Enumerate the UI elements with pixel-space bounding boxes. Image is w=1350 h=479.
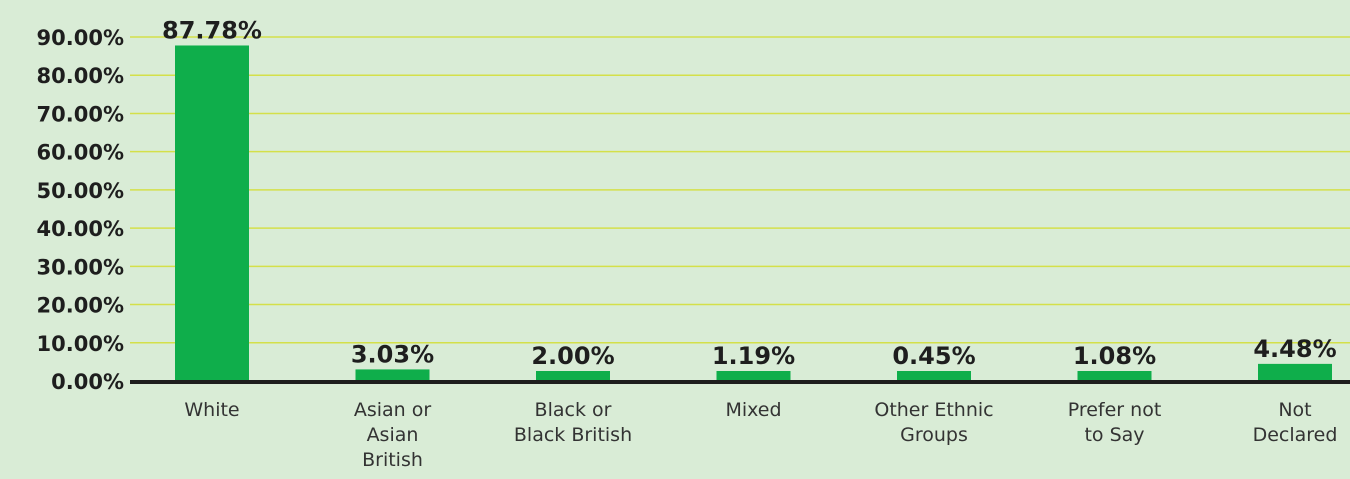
x-tick-label-line: Asian	[367, 424, 419, 446]
data-label: 4.48%	[1253, 335, 1336, 363]
x-tick-label-line: Mixed	[725, 399, 781, 421]
bar-prefer-not-to-say	[1077, 371, 1152, 381]
data-label: 87.78%	[162, 16, 262, 44]
x-tick-label-line: Black British	[514, 424, 632, 446]
bar-mixed	[716, 371, 791, 381]
x-tick-label-other-ethnic-groups: Other Ethnic Groups	[874, 399, 993, 446]
x-tick-label-black-or-black-british: Black or Black British	[514, 399, 632, 446]
y-tick-label: 0.00%	[51, 370, 124, 394]
x-tick-label-not-declared: Not Declared	[1253, 399, 1338, 446]
bar-black-or-black-british	[536, 371, 610, 381]
x-tick-label-line: Not	[1278, 399, 1311, 421]
x-tick-label-line: White	[184, 399, 239, 421]
bar-not-declared	[1258, 363, 1332, 381]
x-tick-label-line: Prefer not	[1068, 399, 1162, 421]
y-tick-label: 40.00%	[37, 217, 124, 241]
y-tick-label: 70.00%	[37, 102, 124, 126]
data-labels: 87.78% 3.03% 2.00% 1.19% 0.45% 1.08% 4.48%	[162, 16, 1337, 370]
y-tick-label: 60.00%	[37, 141, 124, 165]
data-label: 0.45%	[892, 342, 975, 370]
x-tick-label-line: Black or	[535, 399, 612, 421]
x-tick-label-prefer-not-to-say: Prefer not to Say	[1068, 399, 1162, 446]
x-tick-label-asian-or-asian-british: Asian or Asian British	[354, 399, 432, 471]
bar-asian-or-asian-british	[355, 369, 430, 381]
x-axis-category-labels: White Asian or Asian British Black or Black B…	[184, 399, 1337, 471]
bar-other-ethnic-groups	[897, 371, 971, 381]
y-axis-tick-labels: 0.00% 10.00% 20.00% 30.00% 40.00% 50.00% 60.00…	[37, 26, 124, 394]
x-tick-label-line: Declared	[1253, 424, 1338, 446]
y-tick-label: 10.00%	[37, 332, 124, 356]
bars	[175, 45, 1332, 382]
y-tick-label: 90.00%	[37, 26, 124, 50]
y-tick-label: 80.00%	[37, 64, 124, 88]
data-label: 1.08%	[1073, 342, 1156, 370]
x-tick-label-mixed: Mixed	[725, 399, 781, 421]
x-tick-label-line: to Say	[1084, 424, 1144, 446]
y-tick-label: 30.00%	[37, 255, 124, 279]
y-tick-label: 20.00%	[37, 294, 124, 318]
x-tick-label-line: Asian or	[354, 399, 432, 421]
x-tick-label-line: Groups	[900, 424, 968, 446]
y-tick-label: 50.00%	[37, 179, 124, 203]
x-tick-label-line: Other Ethnic	[874, 399, 993, 421]
grid-lines	[130, 36, 1350, 344]
bar-white	[175, 45, 249, 382]
x-tick-label-line: British	[362, 449, 423, 471]
x-tick-label-white: White	[184, 399, 239, 421]
data-label: 3.03%	[351, 340, 434, 368]
data-label: 2.00%	[531, 342, 614, 370]
data-label: 1.19%	[712, 342, 795, 370]
